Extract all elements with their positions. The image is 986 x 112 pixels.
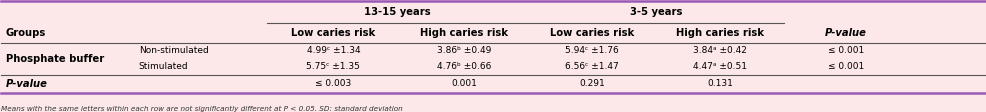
Text: 4.47ᵃ ±0.51: 4.47ᵃ ±0.51 — [692, 62, 746, 71]
Text: Low caries risk: Low caries risk — [549, 28, 634, 38]
Text: P-value: P-value — [824, 28, 866, 38]
Text: ≤ 0.001: ≤ 0.001 — [827, 62, 863, 71]
Text: Groups: Groups — [6, 28, 45, 38]
Text: 0.131: 0.131 — [707, 79, 733, 88]
Text: 5.94ᶜ ±1.76: 5.94ᶜ ±1.76 — [565, 46, 618, 55]
Text: 0.001: 0.001 — [451, 79, 476, 88]
Text: Non-stimulated: Non-stimulated — [139, 46, 208, 55]
Text: P-value: P-value — [6, 79, 47, 89]
Text: High caries risk: High caries risk — [419, 28, 508, 38]
Text: Means with the same letters within each row are not significantly different at P: Means with the same letters within each … — [1, 106, 402, 112]
Text: 3-5 years: 3-5 years — [629, 7, 681, 17]
Text: 0.291: 0.291 — [579, 79, 604, 88]
Text: 5.75ᶜ ±1.35: 5.75ᶜ ±1.35 — [306, 62, 360, 71]
Text: High caries risk: High caries risk — [675, 28, 763, 38]
Text: 13-15 years: 13-15 years — [364, 7, 430, 17]
Text: 4.99ᶜ ±1.34: 4.99ᶜ ±1.34 — [307, 46, 360, 55]
Text: Low caries risk: Low caries risk — [291, 28, 375, 38]
Text: ≤ 0.003: ≤ 0.003 — [315, 79, 351, 88]
Text: 3.84ᵃ ±0.42: 3.84ᵃ ±0.42 — [692, 46, 746, 55]
Text: 3.86ᵇ ±0.49: 3.86ᵇ ±0.49 — [436, 46, 491, 55]
Text: ≤ 0.001: ≤ 0.001 — [827, 46, 863, 55]
Text: Stimulated: Stimulated — [139, 62, 188, 71]
Text: Phosphate buffer: Phosphate buffer — [6, 54, 104, 64]
Text: 6.56ᶜ ±1.47: 6.56ᶜ ±1.47 — [565, 62, 618, 71]
Text: 4.76ᵇ ±0.66: 4.76ᵇ ±0.66 — [436, 62, 491, 71]
